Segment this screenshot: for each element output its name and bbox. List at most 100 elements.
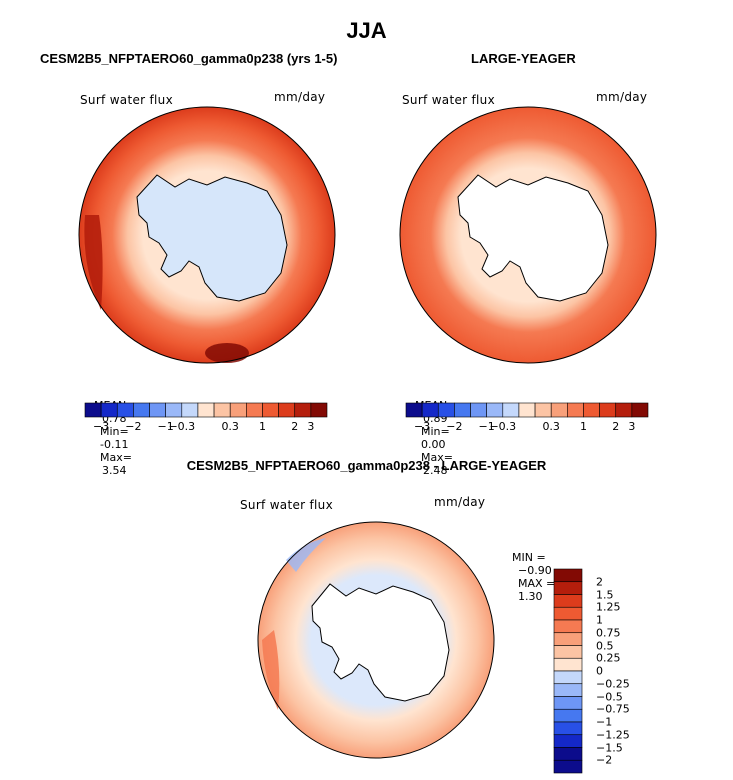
- map-obs-antarctica: [457, 174, 609, 302]
- colorbar-diff-swatch: [553, 683, 583, 697]
- map-diff-antarctica: [311, 583, 450, 702]
- panel-title-obs: LARGE-YEAGER: [471, 51, 576, 66]
- colorbar-obs-swatch: [454, 402, 471, 418]
- colorbar-diff-swatch: [553, 657, 583, 672]
- map-model: [78, 106, 336, 364]
- colorbar-model-swatch: [197, 402, 215, 418]
- colorbar-obs-tick-label: 0.3: [542, 420, 560, 433]
- colorbar-model-swatch: [116, 402, 134, 418]
- map-model-west-max: [84, 215, 103, 310]
- map-obs-border: [399, 106, 657, 364]
- stats-model-max: 3.54: [102, 464, 127, 477]
- colorbar-model-swatch: [278, 402, 296, 418]
- units-label-obs: mm/day: [596, 90, 648, 104]
- stats-obs-max: 2.48: [423, 464, 448, 477]
- colorbar-diff-swatch: [553, 696, 583, 710]
- map-obs: [399, 106, 657, 364]
- colorbar-obs-tick-label: 1: [579, 420, 587, 433]
- colorbar-diff-swatch: [553, 632, 583, 646]
- stats-diff-max: 1.30: [518, 590, 543, 603]
- colorbar-diff-swatch: [553, 721, 583, 736]
- colorbar-obs-tick-label: −0.3: [489, 420, 517, 433]
- colorbar-obs-swatch: [502, 402, 520, 418]
- colorbar-model-swatch: [133, 402, 150, 418]
- colorbar-model-tick-label: −0.3: [168, 420, 196, 433]
- colorbar-obs-swatch: [615, 402, 633, 418]
- colorbar-diff-tick-label: 0: [596, 664, 603, 678]
- colorbar-obs-swatch: [567, 402, 584, 418]
- colorbar-model-swatch: [165, 402, 183, 418]
- colorbar-model-swatch: [149, 402, 166, 418]
- colorbar-diff-tick-label: −0.75: [596, 702, 630, 716]
- stats-diff-min-label: MIN =: [512, 551, 546, 564]
- colorbar-obs: [405, 402, 649, 418]
- map-diff-nw-low: [286, 538, 326, 572]
- map-diff-west-high: [262, 630, 280, 710]
- colorbar-model-tick-label: 2: [291, 420, 299, 433]
- colorbar-obs-tick-label: −3: [414, 420, 431, 433]
- colorbar-obs-swatch: [437, 402, 455, 418]
- stats-obs-max-label: Max=: [421, 451, 453, 464]
- colorbar-obs-swatch: [583, 402, 600, 418]
- colorbar-obs-swatch: [486, 402, 504, 418]
- colorbar-obs-tick-label: 3: [628, 420, 636, 433]
- colorbar-diff-tick-label: 0.25: [596, 651, 621, 665]
- colorbar-diff-tick-label: 1: [596, 613, 603, 627]
- colorbar-diff-tick-label: 1.5: [596, 588, 614, 601]
- colorbar-diff-swatch: [553, 759, 583, 774]
- colorbar-model-tick-label: −2: [125, 420, 142, 433]
- colorbar-model-tick-label: −3: [93, 420, 110, 433]
- map-model-south-max: [205, 343, 249, 363]
- colorbar-model-swatch: [310, 402, 328, 418]
- colorbar-diff-swatch: [553, 708, 583, 723]
- colorbar-model-swatch: [100, 402, 118, 418]
- colorbar-diff-swatch: [553, 619, 583, 634]
- colorbar-obs-tick-label: −1: [478, 420, 495, 433]
- colorbar-obs-swatch: [518, 402, 536, 418]
- stats-obs-min: 0.00: [421, 438, 446, 451]
- colorbar-obs-swatch: [631, 402, 649, 418]
- colorbar-diff-tick-label: −0.25: [596, 677, 630, 691]
- stats-diff-max-label: MAX =: [518, 577, 556, 590]
- stats-diff-min: −0.90: [518, 564, 552, 577]
- colorbar-model-swatch: [246, 402, 263, 418]
- colorbar-obs-swatch: [405, 402, 423, 418]
- colorbar-model-swatch: [213, 402, 231, 418]
- colorbar-obs-swatch: [421, 402, 439, 418]
- map-model-border: [78, 106, 336, 364]
- stats-diff: MIN = −0.90 MAX = 1.30: [505, 538, 555, 603]
- colorbar-obs-swatch: [534, 402, 552, 418]
- variable-label-model: Surf water flux: [80, 93, 173, 107]
- stats-model-min-label: Min=: [100, 425, 129, 438]
- stats-model-min: -0.11: [100, 438, 129, 451]
- colorbar-diff-tick-label: −1.25: [596, 728, 630, 742]
- variable-label-diff: Surf water flux: [240, 498, 333, 512]
- panel-title-model: CESM2B5_NFPTAERO60_gamma0p238 (yrs 1-5): [40, 51, 338, 66]
- colorbar-diff-swatch: [553, 734, 583, 748]
- colorbar-model-tick-label: 1: [258, 420, 266, 433]
- colorbar-diff-tick-label: 2: [596, 575, 603, 589]
- colorbar-diff-tick-label: −2: [596, 753, 613, 767]
- colorbar-model-tick-label: 0.3: [221, 420, 239, 433]
- colorbar-obs-tick-label: 2: [612, 420, 620, 433]
- colorbar-obs-swatch: [599, 402, 617, 418]
- colorbar-diff-swatch: [553, 670, 583, 685]
- units-label-model: mm/day: [274, 90, 326, 104]
- colorbar-obs-swatch: [550, 402, 568, 418]
- colorbar-diff-swatch: [553, 747, 583, 761]
- stats-model-max-label: Max=: [100, 451, 132, 464]
- colorbar-diff-tick-label: −1: [596, 715, 613, 729]
- stats-obs-min-label: Min=: [421, 425, 450, 438]
- colorbar-model-swatch: [229, 402, 247, 418]
- colorbar-model-tick-label: 3: [307, 420, 315, 433]
- colorbar-obs-tick-label: −2: [446, 420, 463, 433]
- colorbar-diff: [553, 568, 583, 774]
- colorbar-diff-swatch: [553, 645, 583, 659]
- units-label-diff: mm/day: [434, 495, 486, 509]
- colorbar-diff-tick-label: 0.75: [596, 626, 621, 640]
- colorbar-diff-tick-label: −1.5: [596, 741, 623, 754]
- map-diff-border: [257, 521, 495, 759]
- colorbar-model-swatch: [181, 402, 199, 418]
- colorbar-diff-swatch: [553, 568, 583, 583]
- colorbar-model-swatch: [262, 402, 279, 418]
